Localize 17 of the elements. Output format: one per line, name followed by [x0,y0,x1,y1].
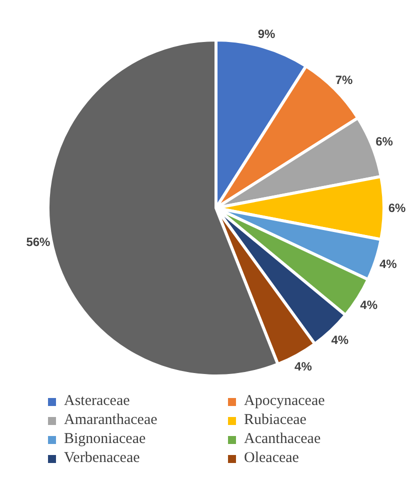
legend-label: Asteraceae [64,393,130,410]
legend-label: Oleaceae [244,450,299,467]
legend-label: Acanthaceae [244,431,321,448]
data-label: 6% [376,134,394,148]
legend-label: Bignoniaceae [64,431,146,448]
data-label: 9% [258,27,276,42]
legend-label: Amaranthaceae [64,412,158,429]
data-label: 7% [335,73,353,88]
data-label: 6% [388,201,406,215]
legend-label: Verbenaceae [64,450,140,467]
legend-label: Rubiaceae [244,412,306,429]
data-label: 4% [294,360,312,374]
data-label: 56% [26,234,51,249]
legend-label: Apocynaceae [244,393,325,410]
data-label: 4% [379,256,398,271]
data-label: 4% [331,332,349,347]
data-label: 4% [360,298,378,312]
